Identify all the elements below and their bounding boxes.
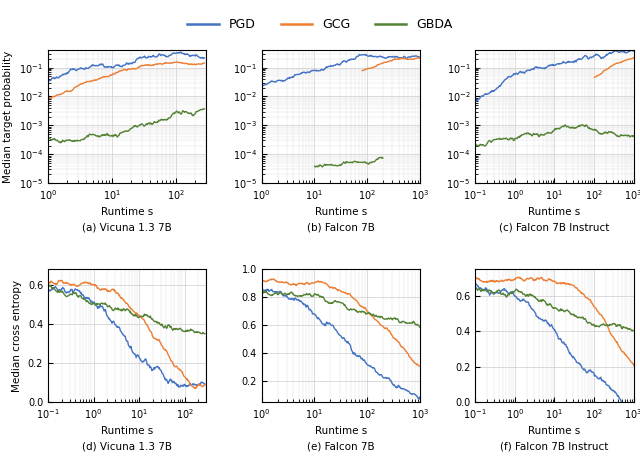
X-axis label: Runtime s: Runtime s — [529, 426, 580, 436]
Text: (f) Falcon 7B Instruct: (f) Falcon 7B Instruct — [500, 442, 609, 452]
Text: (d) Vicuna 1.3 7B: (d) Vicuna 1.3 7B — [82, 442, 172, 452]
Text: (a) Vicuna 1.3 7B: (a) Vicuna 1.3 7B — [83, 223, 172, 233]
Text: (c) Falcon 7B Instruct: (c) Falcon 7B Instruct — [499, 223, 610, 233]
X-axis label: Runtime s: Runtime s — [315, 207, 367, 217]
X-axis label: Runtime s: Runtime s — [529, 207, 580, 217]
Y-axis label: Median cross entropy: Median cross entropy — [12, 280, 22, 392]
Text: (e) Falcon 7B: (e) Falcon 7B — [307, 442, 374, 452]
X-axis label: Runtime s: Runtime s — [101, 426, 153, 436]
X-axis label: Runtime s: Runtime s — [315, 426, 367, 436]
Legend: PGD, GCG, GBDA: PGD, GCG, GBDA — [182, 13, 458, 36]
X-axis label: Runtime s: Runtime s — [101, 207, 153, 217]
Text: (b) Falcon 7B: (b) Falcon 7B — [307, 223, 375, 233]
Y-axis label: Median target probability: Median target probability — [3, 51, 13, 183]
